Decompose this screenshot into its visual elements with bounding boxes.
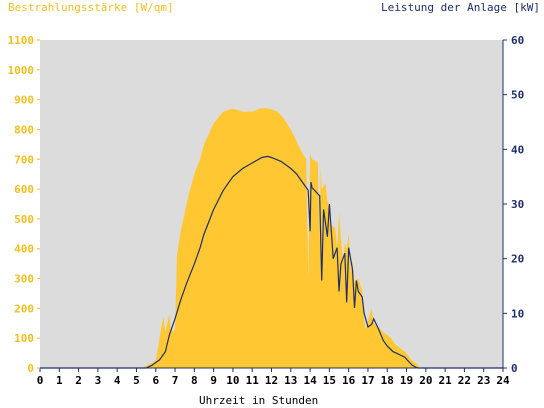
- x-tick-label: 8: [191, 374, 198, 387]
- x-tick-label: 19: [400, 374, 413, 387]
- x-tick-label: 0: [37, 374, 44, 387]
- right-tick-label: 40: [511, 143, 524, 156]
- left-tick-label: 300: [14, 273, 34, 286]
- x-tick-label: 12: [265, 374, 278, 387]
- x-tick-label: 22: [458, 374, 471, 387]
- left-tick-label: 400: [14, 243, 34, 256]
- axis-layer: 0 1 2 3 4 5 6 7 8 9 10 11 12 13 14 15 16 17 18 19 20 21 22 23 24…: [8, 34, 525, 387]
- left-tick-label: 700: [14, 153, 34, 166]
- x-tick-label: 21: [439, 374, 453, 387]
- irradiance-area: [40, 108, 503, 368]
- power-line: [40, 155, 503, 369]
- x-tick-label: 24: [496, 374, 510, 387]
- right-tick-label: 60: [511, 34, 524, 47]
- x-tick-label: 4: [114, 374, 121, 387]
- series-layer: [40, 108, 503, 369]
- left-tick-label: 600: [14, 183, 34, 196]
- right-tick-label: 20: [511, 253, 524, 266]
- x-tick-label: 9: [210, 374, 217, 387]
- x-tick-label: 23: [477, 374, 490, 387]
- left-tick-label: 800: [14, 123, 34, 136]
- x-tick-label: 5: [133, 374, 140, 387]
- x-tick-label: 15: [323, 374, 336, 387]
- x-tick-label: 6: [152, 374, 159, 387]
- right-axis-title: Leistung der Anlage [kW]: [381, 1, 540, 14]
- left-tick-label: 1100: [8, 34, 35, 47]
- left-tick-label: 100: [14, 332, 34, 345]
- x-tick-label: 3: [95, 374, 102, 387]
- x-axis-title: Uhrzeit in Stunden: [199, 394, 319, 407]
- right-tick-label: 30: [511, 198, 524, 211]
- x-tick-label: 17: [361, 374, 374, 387]
- left-tick-label: 1000: [8, 64, 35, 77]
- x-tick-label: 11: [246, 374, 260, 387]
- x-tick-label: 16: [342, 374, 356, 387]
- left-tick-label: 900: [14, 94, 34, 107]
- right-tick-label: 0: [511, 362, 518, 375]
- right-tick-label: 50: [511, 89, 524, 102]
- x-tick-label: 10: [226, 374, 239, 387]
- left-axis-title: Bestrahlungsstärke [W/qm]: [8, 1, 174, 14]
- right-tick-label: 10: [511, 307, 524, 320]
- x-tick-label: 13: [284, 374, 297, 387]
- x-tick-label: 20: [419, 374, 432, 387]
- left-tick-label: 200: [14, 302, 34, 315]
- x-tick-label: 14: [303, 374, 317, 387]
- x-tick-label: 2: [75, 374, 82, 387]
- x-tick-label: 18: [381, 374, 394, 387]
- x-tick-label: 7: [172, 374, 179, 387]
- left-tick-label: 0: [27, 362, 34, 375]
- x-tick-label: 1: [56, 374, 63, 387]
- left-tick-label: 500: [14, 213, 34, 226]
